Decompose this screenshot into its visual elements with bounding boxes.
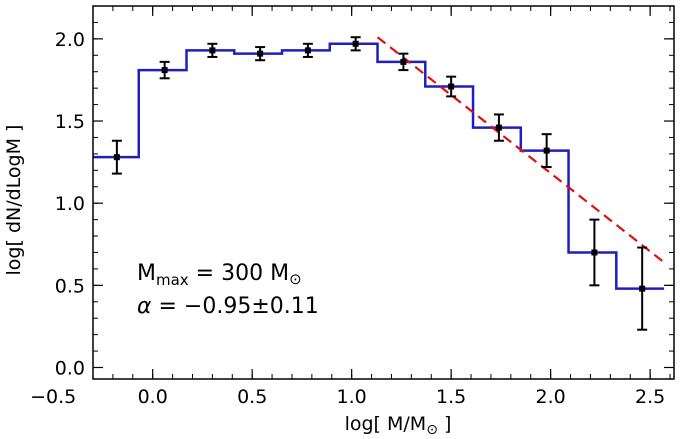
power-law-fit-line — [376, 36, 665, 264]
y-tick-label: 1.5 — [55, 111, 85, 133]
mmax-annotation: Mmax = 300 M⊙ — [137, 261, 302, 289]
x-tick-label: 2.5 — [635, 386, 665, 408]
y-tick-label: 0.0 — [55, 357, 85, 379]
data-point — [448, 83, 455, 90]
y-tick-label: 2.0 — [55, 29, 85, 51]
x-axis-label-main: log[ M/M — [345, 413, 427, 435]
mmax-symbol: M — [137, 261, 156, 286]
data-point — [591, 249, 598, 256]
histogram-step-line — [93, 42, 665, 290]
data-point — [113, 154, 120, 161]
mmax-subscript: max — [156, 271, 189, 289]
solar-symbol: ⊙ — [426, 422, 438, 438]
x-tick-label: 2.0 — [536, 386, 566, 408]
alpha-value: = −0.95±0.11 — [152, 294, 319, 319]
data-point — [257, 50, 264, 57]
data-point — [400, 58, 407, 65]
alpha-annotation: α = −0.95±0.11 — [137, 294, 319, 319]
plot-layer — [93, 36, 665, 331]
solar-symbol: ⊙ — [289, 270, 302, 288]
y-tick-label: 0.5 — [55, 275, 85, 297]
data-point — [209, 47, 216, 54]
data-point — [543, 147, 550, 154]
y-tick-label: 1.0 — [55, 193, 85, 215]
x-axis-label-tail: ] — [438, 413, 451, 435]
data-point — [304, 47, 311, 54]
data-point — [495, 124, 502, 131]
alpha-symbol: α — [137, 294, 152, 319]
x-axis-label: log[ M/M⊙ ] — [345, 413, 452, 438]
y-axis-label: log[ dN/dLogM ] — [3, 125, 25, 276]
mmax-value: = 300 M — [189, 261, 289, 286]
x-tick-label: 1.5 — [436, 386, 466, 408]
x-tick-label: −0.5 — [30, 386, 76, 408]
axes-layer: −0.5 0.0 0.5 1.0 1.5 2.0 2.5 0.0 0.5 1.0 1.5 2.0 — [30, 5, 674, 408]
plot-frame — [92, 5, 675, 380]
data-point — [639, 285, 646, 292]
x-tick-label: 0.0 — [138, 386, 168, 408]
data-point — [161, 67, 168, 74]
x-tick-label: 0.5 — [237, 386, 267, 408]
x-tick-label: 1.0 — [337, 386, 367, 408]
data-point — [352, 40, 359, 47]
